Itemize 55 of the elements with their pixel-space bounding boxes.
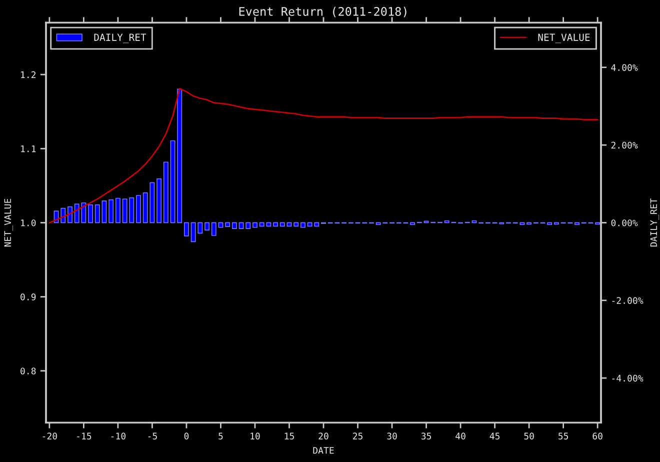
x-tick-label: 20 (318, 432, 328, 440)
bar (225, 222, 230, 228)
x-tick-label: 30 (387, 432, 397, 440)
line-series (48, 88, 598, 224)
y2-tick-label: -2.00% (612, 297, 644, 304)
x-tick-label: 15 (284, 432, 294, 440)
bar (88, 204, 94, 224)
x-tick-label: 35 (421, 432, 431, 440)
bar (156, 178, 162, 224)
x-tick-label: 60 (592, 432, 602, 440)
x-tick-label: 5 (218, 432, 223, 440)
bar (177, 88, 182, 224)
y2-axis-title: DAILY_RET (650, 198, 660, 247)
x-tick-label: 0 (184, 432, 189, 440)
bar (170, 140, 176, 224)
y2-tick-label: 2.00% (611, 142, 638, 149)
bar (184, 222, 189, 236)
bar (294, 222, 299, 227)
y2-tick-label: 0.00% (611, 219, 638, 226)
legend-label: NET_VALUE (538, 34, 590, 44)
y2-tick-label: 4.00% (611, 64, 638, 71)
x-tick-label: 50 (524, 432, 534, 440)
chart-title: Event Return (2011-2018) (239, 6, 406, 18)
bar (204, 222, 210, 230)
bar (238, 222, 244, 229)
bar (232, 222, 237, 229)
y-tick-label: 0.8 (20, 368, 36, 374)
bar (280, 222, 285, 227)
y-axis-title: NET_VALUE (4, 198, 14, 247)
bar (246, 222, 251, 229)
bar (273, 222, 278, 227)
x-axis-title: DATE (313, 447, 334, 454)
x-tick-label: -10 (111, 432, 126, 440)
x-tick-label: 25 (352, 432, 362, 440)
x-tick-label: 55 (558, 432, 568, 440)
x-tick-label: 40 (456, 432, 466, 440)
y-tick-label: 1.2 (21, 71, 36, 78)
x-tick-label: 45 (490, 432, 500, 440)
bar (94, 204, 100, 224)
bar (163, 162, 168, 224)
bar (102, 200, 107, 224)
bar (136, 195, 141, 224)
y-tick-label: 1.1 (21, 146, 36, 152)
bar (252, 222, 258, 228)
bar (115, 198, 120, 224)
bar (300, 222, 306, 228)
x-tick-label: -5 (148, 432, 157, 440)
x-tick-label: -20 (42, 432, 57, 440)
x-tick-label: 10 (250, 432, 260, 440)
y-tick-label: 0.9 (20, 294, 36, 300)
y-tick-label: 1.0 (21, 219, 36, 226)
y2-tick-label: -4.00% (612, 374, 644, 382)
bar (108, 199, 114, 224)
legend-label: DAILY_RET (94, 34, 146, 44)
x-tick-label: -15 (77, 432, 92, 440)
